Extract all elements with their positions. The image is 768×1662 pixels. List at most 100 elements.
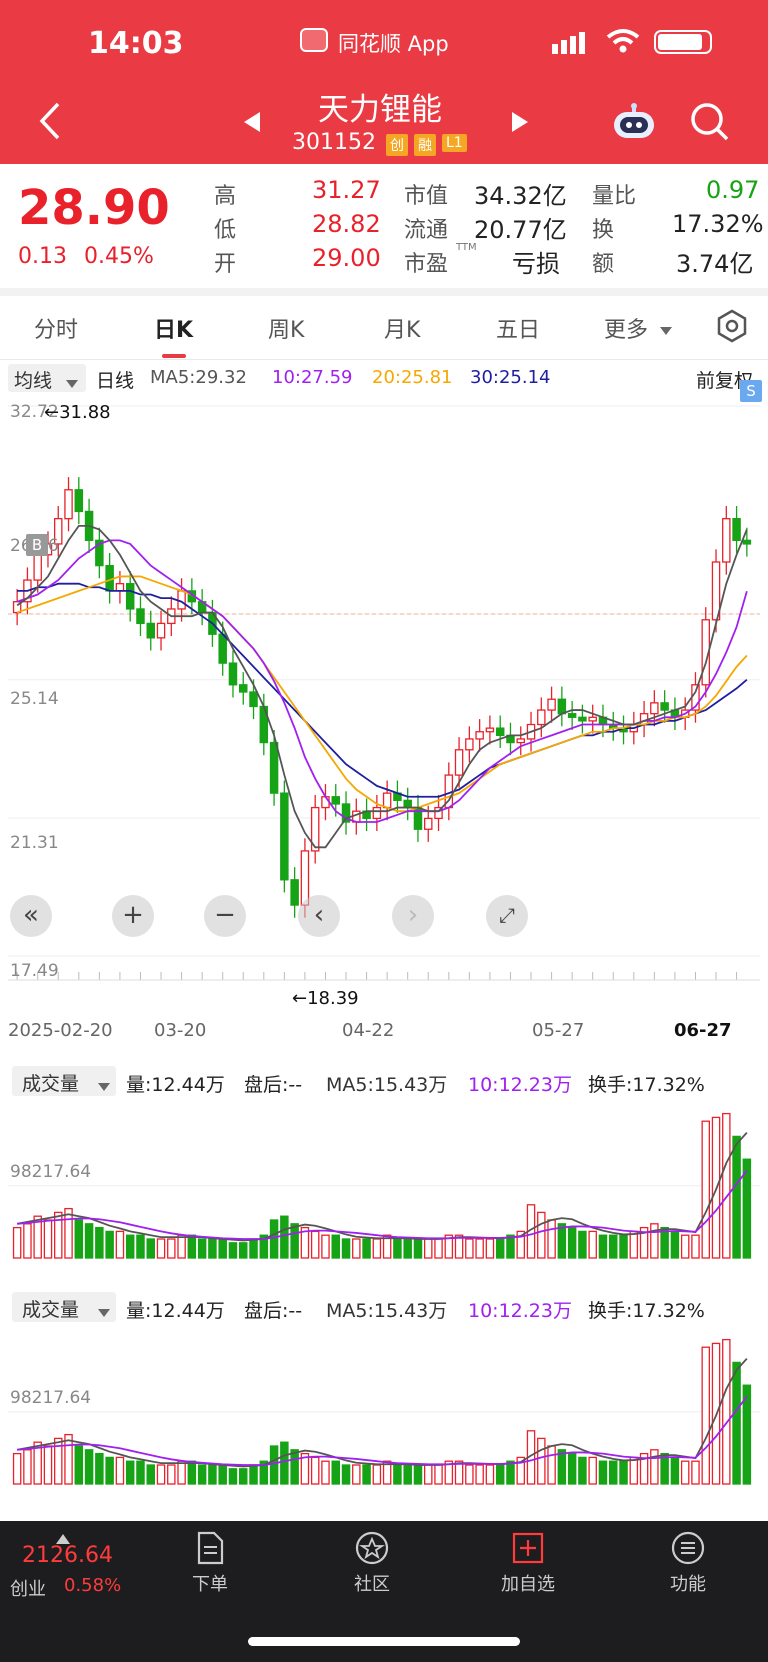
value-float-cap: 20.77亿 — [474, 216, 567, 244]
candle-body — [660, 702, 669, 711]
tab-more[interactable]: 更多 — [604, 318, 649, 343]
ma10-legend: 10:27.59 — [272, 367, 353, 388]
candle-body — [269, 741, 279, 794]
volume-bar — [321, 1460, 330, 1485]
zoom-reset-button[interactable]: « — [10, 895, 52, 937]
volume-bar — [382, 1234, 392, 1259]
volume-bar — [413, 1238, 423, 1259]
volume-dropdown-2[interactable]: 成交量 — [12, 1292, 116, 1322]
tab-weekly-k[interactable]: 周K — [268, 318, 305, 343]
volume-bar — [310, 1230, 320, 1259]
volume-chart-2[interactable] — [0, 1322, 768, 1492]
back-button[interactable] — [36, 100, 62, 146]
label-open: 开 — [214, 252, 237, 277]
fullscreen-button[interactable]: ⤢ — [486, 895, 528, 937]
next-stock-button[interactable] — [510, 110, 532, 138]
volume-bar — [434, 1464, 443, 1485]
vol-ma5-1: MA5:15.43万 — [326, 1074, 448, 1096]
volume-bar — [691, 1234, 700, 1259]
tab-intraday[interactable]: 分时 — [34, 318, 79, 343]
tab-monthly-k[interactable]: 月K — [384, 318, 421, 343]
candle-body — [372, 806, 382, 820]
candle-body — [475, 731, 484, 740]
volume-bar — [218, 1464, 227, 1485]
volume-bar — [495, 1464, 505, 1485]
volume-panel-2: 成交量 量:12.44万 盘后:-- MA5:15.43万 10:12.23万 … — [0, 1282, 768, 1492]
volume-bar — [660, 1226, 669, 1259]
battery-icon — [654, 30, 712, 54]
volume-bar — [680, 1234, 690, 1259]
volume-dropdown-1[interactable]: 成交量 — [12, 1066, 116, 1096]
volume-bar — [650, 1449, 659, 1485]
candle-body — [495, 727, 505, 736]
ma-dropdown[interactable]: 均线 — [8, 364, 86, 392]
volume-bar — [588, 1456, 597, 1485]
label-float-cap: 流通 — [404, 218, 449, 243]
volume-bar — [722, 1112, 731, 1259]
zoom-in-button[interactable]: + — [112, 895, 154, 937]
settings-icon[interactable] — [714, 308, 750, 348]
candle-body — [321, 796, 330, 809]
volume-bar — [74, 1445, 84, 1485]
volume-bar — [310, 1456, 320, 1485]
volume-bar — [23, 1449, 32, 1485]
tab-five-day[interactable]: 五日 — [496, 318, 541, 343]
scroll-left-button[interactable]: ‹ — [298, 895, 340, 937]
volume-chart-1[interactable] — [0, 1096, 768, 1266]
value-market-cap: 34.32亿 — [474, 182, 567, 210]
prev-stock-button[interactable] — [240, 110, 262, 138]
nav-function[interactable]: 功能 — [638, 1531, 738, 1596]
candle-body — [465, 738, 474, 751]
volume-bar — [12, 1452, 22, 1485]
price-change-pct: 0.45% — [84, 244, 154, 269]
index-value[interactable]: 2126.64 — [22, 1543, 113, 1568]
wifi-icon — [606, 28, 640, 58]
volume-bar — [321, 1234, 330, 1259]
volume-panel-1: 成交量 量:12.44万 盘后:-- MA5:15.43万 10:12.23万 … — [0, 1056, 768, 1266]
volume-bar — [424, 1238, 433, 1259]
chevron-down-icon — [98, 1077, 110, 1096]
volume-bar — [403, 1238, 412, 1259]
volume-bar — [670, 1230, 680, 1259]
adjust-mode-button[interactable]: 前复权 — [696, 370, 754, 392]
nav-community[interactable]: 社区 — [322, 1531, 422, 1596]
ma-dropdown-label: 均线 — [14, 370, 53, 392]
volume-ma10-line — [17, 1170, 748, 1240]
nav-add-watchlist[interactable]: 加自选 — [478, 1531, 578, 1596]
tab-daily-k[interactable]: 日K — [154, 318, 194, 343]
volume-ma5-line — [16, 1357, 748, 1468]
volume-bar — [105, 1456, 114, 1485]
label-market-cap: 市值 — [404, 184, 449, 209]
zoom-out-button[interactable]: − — [204, 895, 246, 937]
volume-bar — [352, 1464, 361, 1485]
volume-bar — [424, 1464, 433, 1485]
volume-bar — [156, 1238, 166, 1259]
bottom-nav: 2126.64 创业 0.58% 下单 社区 加自选 功能 — [0, 1521, 768, 1662]
search-icon[interactable] — [690, 102, 730, 146]
app-logo-icon — [300, 28, 328, 52]
app-header: 14:03 同花顺 App 天力锂能 301152 创 融 L1 — [0, 0, 768, 164]
candle-body — [485, 727, 495, 733]
volume-bar — [629, 1230, 639, 1259]
after-hours-1: 盘后:-- — [244, 1074, 303, 1096]
vol-ma10-2: 10:12.23万 — [468, 1300, 572, 1322]
volume-bar — [249, 1238, 258, 1259]
robot-assistant-icon[interactable] — [610, 100, 658, 146]
candle-body — [403, 799, 412, 809]
price-chart[interactable] — [0, 396, 768, 996]
volume-bar — [567, 1226, 577, 1259]
menu-icon — [638, 1531, 738, 1570]
nav-order[interactable]: 下单 — [160, 1531, 260, 1596]
candle-body — [711, 561, 721, 621]
nav-community-label: 社区 — [354, 1574, 390, 1595]
volume-bar — [239, 1242, 248, 1259]
volume-bar — [691, 1460, 700, 1485]
scroll-right-button[interactable]: › — [392, 895, 434, 937]
volume-bar — [341, 1238, 351, 1259]
volume-bar — [454, 1234, 464, 1259]
y-label-low: 21.31 — [10, 833, 59, 853]
volume-bar — [372, 1464, 382, 1485]
volume-bar — [136, 1460, 145, 1485]
price-change: 0.13 — [18, 244, 67, 269]
volume-bar — [115, 1456, 125, 1485]
